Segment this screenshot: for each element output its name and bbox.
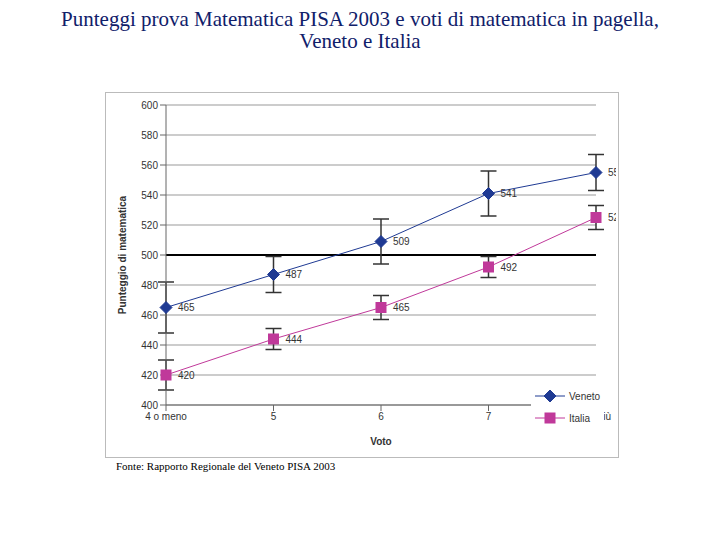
svg-text:580: 580 bbox=[141, 130, 158, 141]
svg-text:420: 420 bbox=[141, 370, 158, 381]
svg-text:541: 541 bbox=[501, 188, 518, 199]
svg-text:6: 6 bbox=[378, 411, 384, 422]
svg-text:7: 7 bbox=[486, 411, 492, 422]
html-text:Italia: Italia bbox=[569, 412, 591, 424]
svg-text:480: 480 bbox=[141, 280, 158, 291]
svg-text:4 o meno: 4 o meno bbox=[145, 411, 187, 422]
html-text:Fonte: Rapporto Regionale del: Fonte: Rapporto Regionale del Veneto PIS… bbox=[116, 460, 336, 472]
svg-text:525: 525 bbox=[608, 212, 616, 223]
svg-text:540: 540 bbox=[141, 190, 158, 201]
svg-text:Punteggio di matematica: Punteggio di matematica bbox=[117, 195, 128, 314]
svg-text:500: 500 bbox=[141, 250, 158, 261]
svg-text:555: 555 bbox=[608, 167, 616, 178]
svg-text:509: 509 bbox=[393, 236, 410, 247]
svg-text:520: 520 bbox=[141, 220, 158, 231]
svg-text:460: 460 bbox=[141, 310, 158, 321]
html-text:Punteggi prova Matematica PISA: Punteggi prova Matematica PISA 2003 e vo… bbox=[61, 7, 659, 53]
svg-text:Voto: Voto bbox=[370, 436, 391, 447]
svg-text:420: 420 bbox=[178, 370, 195, 381]
svg-text:440: 440 bbox=[141, 340, 158, 351]
html-text:Veneto: Veneto bbox=[569, 390, 601, 402]
svg-text:600: 600 bbox=[141, 100, 158, 111]
svg-text:5: 5 bbox=[271, 411, 277, 422]
svg-text:492: 492 bbox=[501, 262, 518, 273]
svg-text:560: 560 bbox=[141, 160, 158, 171]
svg-text:487: 487 bbox=[286, 269, 303, 280]
svg-text:444: 444 bbox=[286, 334, 303, 345]
svg-text:465: 465 bbox=[178, 302, 195, 313]
svg-text:465: 465 bbox=[393, 302, 410, 313]
svg-text:400: 400 bbox=[141, 400, 158, 411]
